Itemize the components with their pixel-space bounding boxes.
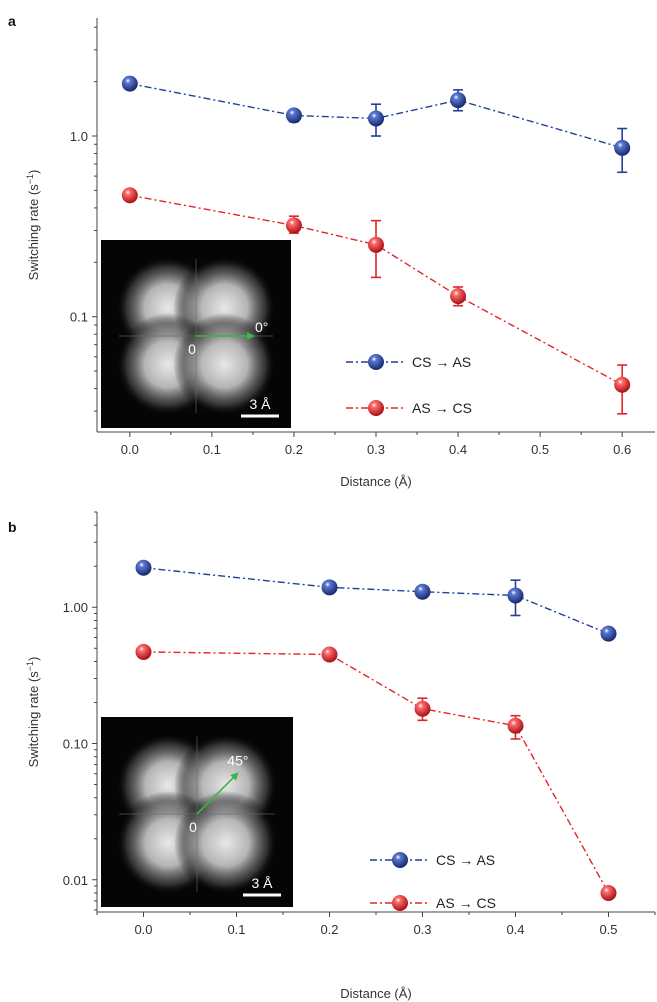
series-line bbox=[129, 82, 623, 149]
y-axis-title-sup: −1 bbox=[25, 174, 35, 184]
x-tick-label: 0.0 bbox=[134, 922, 152, 937]
data-point bbox=[450, 92, 467, 109]
x-axis-title: Distance (Å) bbox=[340, 986, 412, 1001]
y-axis-title-close: ) bbox=[26, 170, 41, 174]
x-tick-label: 0.1 bbox=[227, 922, 245, 937]
series-cs-to-as bbox=[121, 75, 631, 174]
y-tick-label: 0.01 bbox=[63, 873, 88, 888]
legend-entry: AS → CS bbox=[346, 400, 472, 416]
data-point bbox=[507, 587, 524, 604]
data-point bbox=[414, 700, 431, 717]
series-cs-to-as bbox=[135, 559, 617, 642]
data-point bbox=[285, 107, 302, 124]
data-point bbox=[285, 217, 302, 234]
x-tick-label: 0.4 bbox=[449, 442, 467, 457]
series-as-to-cs bbox=[135, 643, 617, 901]
panel-letter: b bbox=[8, 519, 17, 535]
x-tick-label: 0.6 bbox=[613, 442, 631, 457]
data-point bbox=[507, 717, 524, 734]
y-axis-title-main: Switching rate (s bbox=[26, 184, 41, 281]
x-tick-label: 0.1 bbox=[203, 442, 221, 457]
x-tick-label: 0.0 bbox=[121, 442, 139, 457]
data-point bbox=[135, 643, 152, 660]
legend-marker bbox=[392, 852, 408, 868]
data-point bbox=[368, 236, 384, 253]
data-point bbox=[614, 139, 631, 156]
data-point bbox=[135, 559, 152, 576]
inset-lobe bbox=[173, 790, 278, 895]
data-point bbox=[368, 110, 384, 127]
scale-bar-label: 3 Å bbox=[249, 396, 271, 412]
y-axis-title: Switching rate (s−1) bbox=[25, 657, 41, 768]
legend-label: CS → AS bbox=[436, 852, 495, 868]
data-point bbox=[121, 187, 138, 204]
y-axis-title: Switching rate (s−1) bbox=[25, 170, 41, 281]
x-tick-label: 0.5 bbox=[531, 442, 549, 457]
x-tick-label: 0.2 bbox=[285, 442, 303, 457]
x-tick-label: 0.2 bbox=[320, 922, 338, 937]
legend-entry: AS → CS bbox=[370, 895, 496, 911]
legend-entry: CS → AS bbox=[346, 354, 471, 370]
direction-arrow bbox=[196, 772, 239, 815]
legend-marker bbox=[392, 895, 408, 911]
inset-angle-label: 0° bbox=[255, 319, 268, 335]
data-point bbox=[321, 646, 338, 663]
x-tick-label: 0.3 bbox=[367, 442, 385, 457]
legend-label: CS → AS bbox=[412, 354, 471, 370]
data-point bbox=[600, 625, 617, 642]
legend-marker bbox=[368, 354, 384, 370]
y-axis-title-close: ) bbox=[26, 657, 41, 661]
data-point bbox=[614, 376, 631, 393]
legend-label: AS → CS bbox=[436, 895, 496, 911]
series-line bbox=[143, 567, 609, 635]
series-as-to-cs bbox=[121, 187, 631, 415]
data-point bbox=[414, 583, 431, 600]
legend-label: AS → CS bbox=[412, 400, 472, 416]
inset-image: 0 0° 3 Å bbox=[101, 240, 291, 428]
x-tick-label: 0.4 bbox=[506, 922, 524, 937]
y-axis-title-main: Switching rate (s bbox=[26, 671, 41, 768]
x-axis-title: Distance (Å) bbox=[340, 474, 412, 489]
y-tick-label: 1.0 bbox=[70, 129, 88, 144]
data-point bbox=[321, 579, 338, 596]
y-tick-label: 0.1 bbox=[70, 310, 88, 325]
inset-origin-label: 0 bbox=[188, 341, 196, 357]
panel-a: a 0.0 0.1 0.2 0.3 0.4 0.5 0.6 1.0 0.1 Distance (Å)… bbox=[8, 13, 655, 489]
panel-b: b 0.0 0.1 0.2 0.3 0.4 0.5 1.00 0.10 0.01 Distance … bbox=[8, 511, 656, 1001]
inset-angle-label: 45° bbox=[227, 753, 248, 769]
scale-bar-label: 3 Å bbox=[251, 875, 273, 891]
data-point bbox=[450, 288, 467, 305]
x-tick-label: 0.5 bbox=[599, 922, 617, 937]
x-tick-label: 0.3 bbox=[413, 922, 431, 937]
data-point bbox=[121, 75, 138, 92]
inset-origin-label: 0 bbox=[189, 819, 197, 835]
y-tick-label: 0.10 bbox=[63, 737, 88, 752]
data-point bbox=[600, 884, 617, 901]
inset-image: 0 45° 3 Å bbox=[101, 717, 293, 907]
legend-marker bbox=[368, 400, 384, 416]
y-tick-label: 1.00 bbox=[63, 600, 88, 615]
panel-letter: a bbox=[8, 13, 16, 29]
y-axis-title-sup: −1 bbox=[25, 661, 35, 671]
series-line bbox=[143, 651, 610, 894]
legend-entry: CS → AS bbox=[370, 852, 495, 868]
